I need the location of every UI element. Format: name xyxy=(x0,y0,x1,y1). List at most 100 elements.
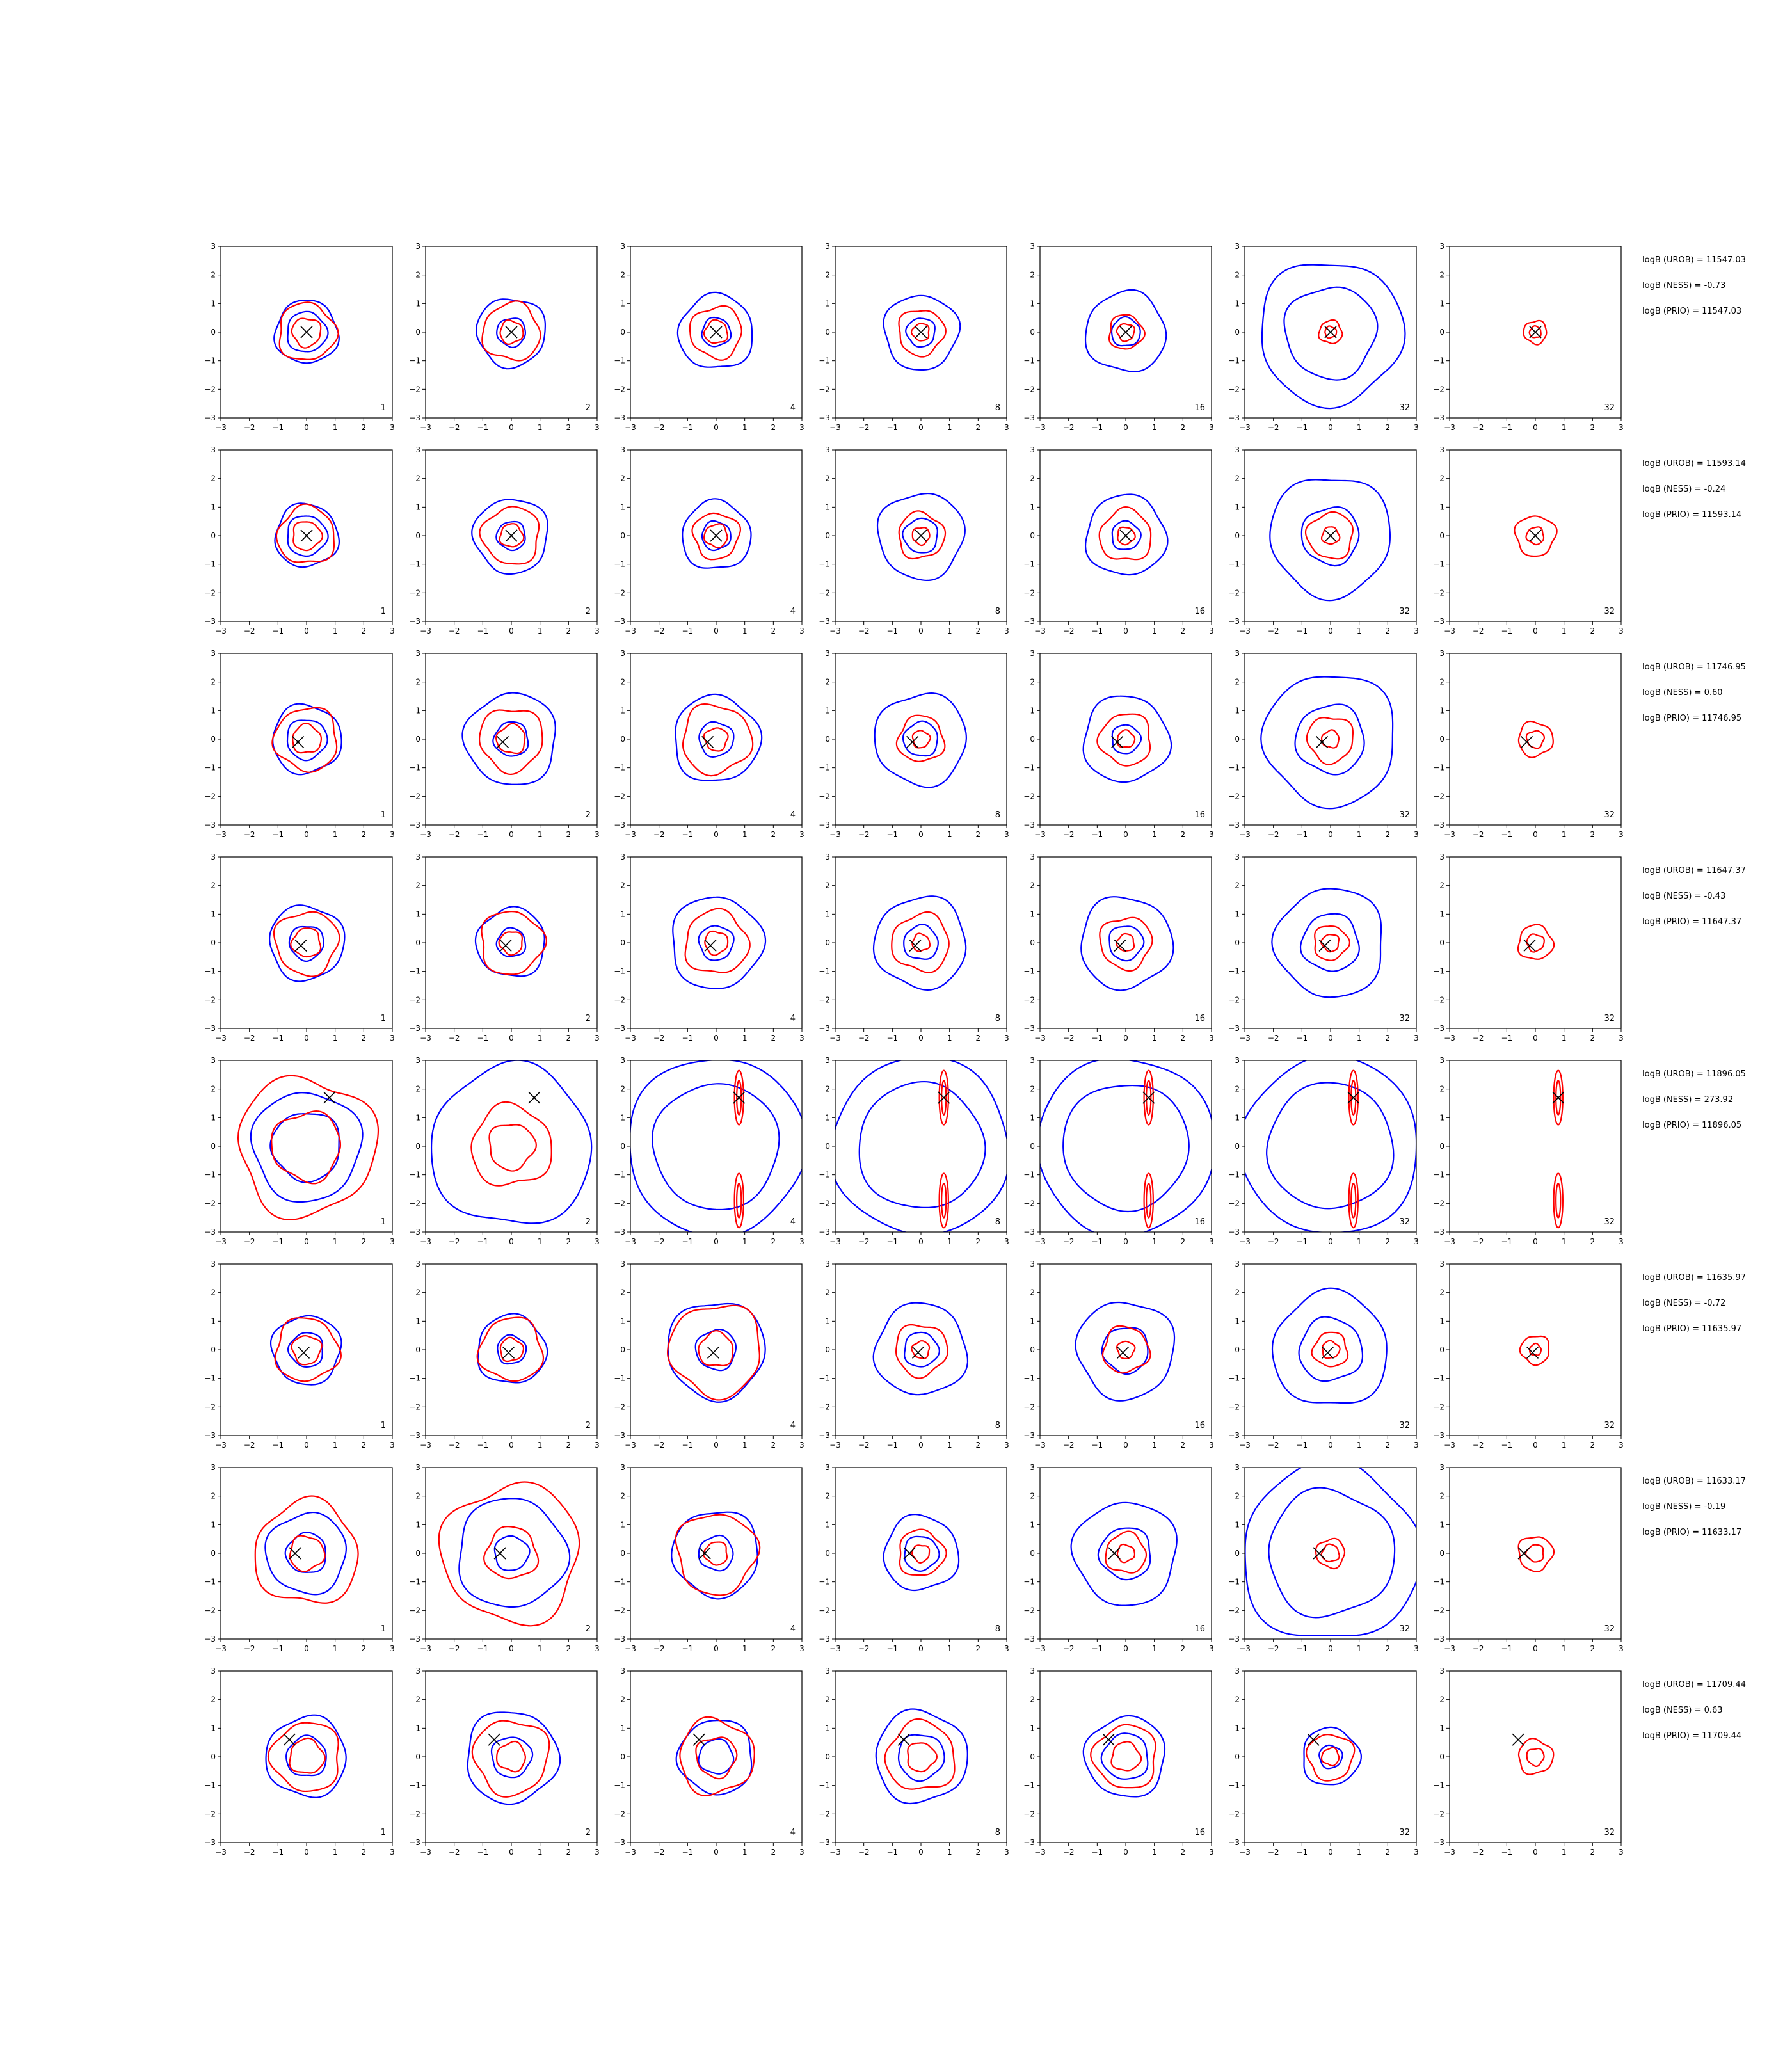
x-tick-label: −3 xyxy=(1239,1848,1251,1857)
y-tick-label: −2 xyxy=(614,588,625,597)
y-tick-label: 0 xyxy=(825,1142,830,1151)
blue-contour xyxy=(902,720,938,757)
panel-r5-c7: −3−3 −2 −2 −1 −1 0 0 1 1 2 2 3 3 32 xyxy=(1433,1056,1624,1246)
x-tick-label: 1 xyxy=(742,1848,748,1857)
y-tick-label: 0 xyxy=(415,328,420,337)
x-tick-label: 1 xyxy=(1357,1644,1362,1653)
blue-contour xyxy=(651,1083,780,1211)
y-tick-label: −3 xyxy=(409,1431,420,1440)
truth-marker xyxy=(528,1091,541,1104)
x-tick-label: 3 xyxy=(1209,1441,1214,1450)
x-tick-label: 3 xyxy=(1414,1848,1419,1857)
x-tick-label: 2 xyxy=(976,1441,981,1450)
plot-area xyxy=(1552,1069,1565,1229)
y-tick-label: 2 xyxy=(620,474,625,483)
red-contour xyxy=(1523,319,1548,346)
x-tick-label: −3 xyxy=(829,1237,841,1246)
blue-contour xyxy=(675,1720,753,1796)
x-tick-label: −1 xyxy=(1501,1644,1512,1653)
x-tick-label: −3 xyxy=(1444,1441,1455,1450)
y-tick-label: 3 xyxy=(825,242,830,251)
panel-frame xyxy=(835,856,1007,1029)
red-contour xyxy=(1525,526,1545,546)
panel-r4-c6: −3−3 −2 −2 −1 −1 0 0 1 1 2 2 3 3 32 xyxy=(1228,852,1419,1043)
logb-annotation: logB (PRIO) = 11709.44 xyxy=(1642,1731,1741,1741)
plot-area xyxy=(1040,1060,1212,1232)
y-tick-label: −3 xyxy=(1433,820,1444,829)
y-tick-label: −2 xyxy=(614,995,625,1004)
y-tick-label: −3 xyxy=(1433,1024,1444,1033)
panel-label: 32 xyxy=(1399,1014,1410,1023)
x-tick-label: 0 xyxy=(714,1848,719,1857)
y-tick-label: −1 xyxy=(1023,356,1035,365)
y-tick-label: 0 xyxy=(1439,1345,1444,1354)
x-tick-label: −1 xyxy=(272,1848,284,1857)
x-tick-label: 2 xyxy=(1181,1848,1186,1857)
red-contour xyxy=(1555,1182,1562,1219)
y-tick-label: 3 xyxy=(1030,1056,1035,1065)
panel-r1-c4: −3−3 −2 −2 −1 −1 0 0 1 1 2 2 3 3 8 xyxy=(819,242,1009,432)
blue-contour xyxy=(1062,1084,1190,1213)
x-tick-label: 3 xyxy=(1414,1237,1419,1246)
x-tick-label: −1 xyxy=(1091,830,1103,839)
panel-r3-c3: −3−3 −2 −2 −1 −1 0 0 1 1 2 2 3 3 4 xyxy=(614,649,804,839)
x-tick-label: −1 xyxy=(682,1848,693,1857)
red-contour xyxy=(1143,1069,1154,1126)
plot-area xyxy=(1082,1715,1166,1798)
y-tick-label: −1 xyxy=(1433,967,1444,976)
y-tick-label: 2 xyxy=(1030,678,1035,687)
y-tick-label: 2 xyxy=(620,1288,625,1297)
x-tick-label: 1 xyxy=(1562,423,1567,432)
y-tick-label: −2 xyxy=(1023,792,1035,801)
blue-contour xyxy=(288,925,324,963)
y-tick-label: 0 xyxy=(620,1345,625,1354)
x-tick-label: 0 xyxy=(1123,830,1128,839)
panel-r5-c2: −3−3 −2 −2 −1 −1 0 0 1 1 2 2 3 3 2 xyxy=(409,1056,600,1246)
y-tick-label: −1 xyxy=(1023,560,1035,569)
x-tick-label: −2 xyxy=(858,423,870,432)
truth-marker xyxy=(497,735,509,749)
panel-r3-c4: −3−3 −2 −2 −1 −1 0 0 1 1 2 2 3 3 8 xyxy=(819,649,1009,839)
truth-marker xyxy=(1521,735,1533,749)
x-tick-label: 3 xyxy=(1619,1034,1624,1043)
panel-frame xyxy=(630,653,803,826)
x-tick-label: 1 xyxy=(947,1441,952,1450)
truth-marker xyxy=(903,1547,916,1560)
red-contour xyxy=(470,1101,552,1187)
blue-contour xyxy=(490,1736,534,1779)
red-contour xyxy=(1320,526,1341,545)
x-tick-label: −1 xyxy=(477,423,488,432)
y-tick-label: −1 xyxy=(1433,1578,1444,1587)
panel-label: 8 xyxy=(995,1828,1000,1837)
y-tick-label: −2 xyxy=(1228,1199,1240,1208)
x-tick-label: −3 xyxy=(215,1441,227,1450)
x-tick-label: 0 xyxy=(509,1441,514,1450)
y-tick-label: −1 xyxy=(204,1578,216,1587)
x-tick-label: 1 xyxy=(538,1644,543,1653)
truth-marker xyxy=(704,939,717,952)
y-tick-label: 2 xyxy=(1030,881,1035,890)
panel-label: 4 xyxy=(790,1014,796,1023)
logb-annotation: logB (PRIO) = 11593.14 xyxy=(1642,510,1741,520)
y-tick-label: −2 xyxy=(204,1606,216,1615)
x-tick-label: −1 xyxy=(1501,1237,1512,1246)
red-contour xyxy=(1524,1544,1544,1563)
y-tick-label: −3 xyxy=(614,1431,625,1440)
y-tick-label: −2 xyxy=(1228,1606,1240,1615)
plot-area xyxy=(672,896,767,989)
blue-contour xyxy=(1082,1715,1166,1798)
y-tick-label: 3 xyxy=(1439,242,1444,251)
y-tick-label: 1 xyxy=(1030,299,1035,308)
panel-label: 16 xyxy=(1194,1624,1205,1634)
red-contour xyxy=(911,1544,931,1564)
truth-marker xyxy=(906,735,919,749)
x-tick-label: 3 xyxy=(1619,830,1624,839)
x-tick-label: 2 xyxy=(771,830,776,839)
red-contour xyxy=(703,727,729,752)
y-tick-label: 3 xyxy=(1439,852,1444,861)
x-tick-label: −1 xyxy=(272,627,284,636)
panel-frame xyxy=(1039,1467,1212,1640)
x-tick-label: −3 xyxy=(420,1441,431,1450)
y-tick-label: −1 xyxy=(409,356,420,365)
red-contour xyxy=(1322,1340,1341,1359)
